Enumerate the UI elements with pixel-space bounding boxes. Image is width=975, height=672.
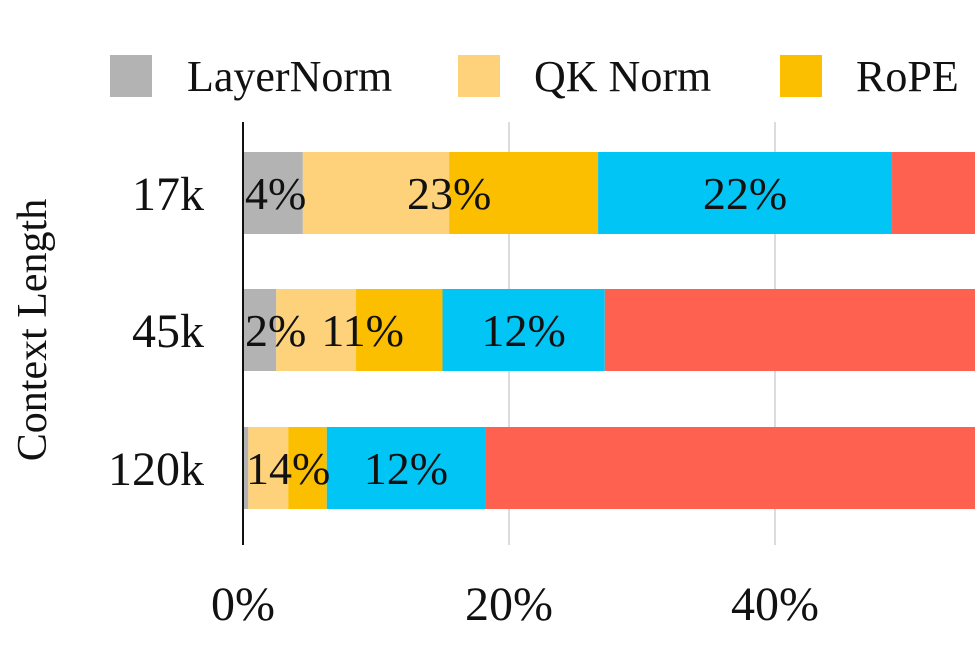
bar-120k-series-1: [248, 427, 289, 509]
x-tick-label-40: 40%: [731, 578, 819, 631]
y-tick-label-120k: 120k: [108, 443, 204, 496]
x-tick-label-0: 0%: [211, 578, 275, 631]
y-tick-labels: 17k 45k 120k: [108, 168, 204, 496]
bar-17k-series-4: [892, 152, 975, 234]
data-label-45k-0: 2%: [245, 305, 306, 356]
bar-120k-series-4: [485, 427, 975, 509]
bar-45k-series-3: [442, 289, 605, 371]
bar-45k-series-2: [356, 289, 443, 371]
bar-120k-series-2: [288, 427, 327, 509]
data-label-120k-3: 12%: [364, 443, 448, 494]
segment-labels-layer: 4% 23% 22% 2% 11% 12% 14% 12%: [245, 168, 787, 494]
data-label-17k-0: 4%: [245, 168, 306, 219]
data-label-45k-3: 12%: [481, 305, 565, 356]
x-tick-labels: 0% 20% 40%: [211, 578, 819, 631]
y-tick-label-17k: 17k: [132, 168, 204, 221]
data-label-17k-1: 23%: [407, 168, 491, 219]
bars-layer: [243, 152, 975, 509]
legend: LayerNorm QK Norm RoPE: [110, 52, 959, 101]
bar-120k-series-3: [326, 427, 486, 509]
bar-17k-series-1: [302, 152, 450, 234]
bar-17k-series-3: [598, 152, 893, 234]
legend-swatch-1: [458, 55, 500, 97]
legend-label-1: QK Norm: [534, 52, 711, 101]
bar-45k-series-1: [276, 289, 357, 371]
legend-swatch-0: [110, 55, 152, 97]
bar-120k-series-0: [243, 427, 249, 509]
bar-17k-series-2: [449, 152, 599, 234]
bar-45k-series-0: [243, 289, 277, 371]
bar-17k-series-0: [243, 152, 303, 234]
legend-label-2: RoPE: [856, 52, 959, 101]
data-label-17k-3: 22%: [703, 168, 787, 219]
legend-swatch-2: [780, 55, 822, 97]
bar-45k-series-4: [604, 289, 975, 371]
legend-label-0: LayerNorm: [187, 52, 392, 101]
data-label-120k-1: 14%: [246, 443, 330, 494]
data-label-45k-1: 11%: [321, 305, 404, 356]
y-axis-label: Context Length: [10, 199, 56, 461]
y-tick-label-45k: 45k: [132, 305, 204, 358]
x-tick-label-20: 20%: [465, 578, 553, 631]
